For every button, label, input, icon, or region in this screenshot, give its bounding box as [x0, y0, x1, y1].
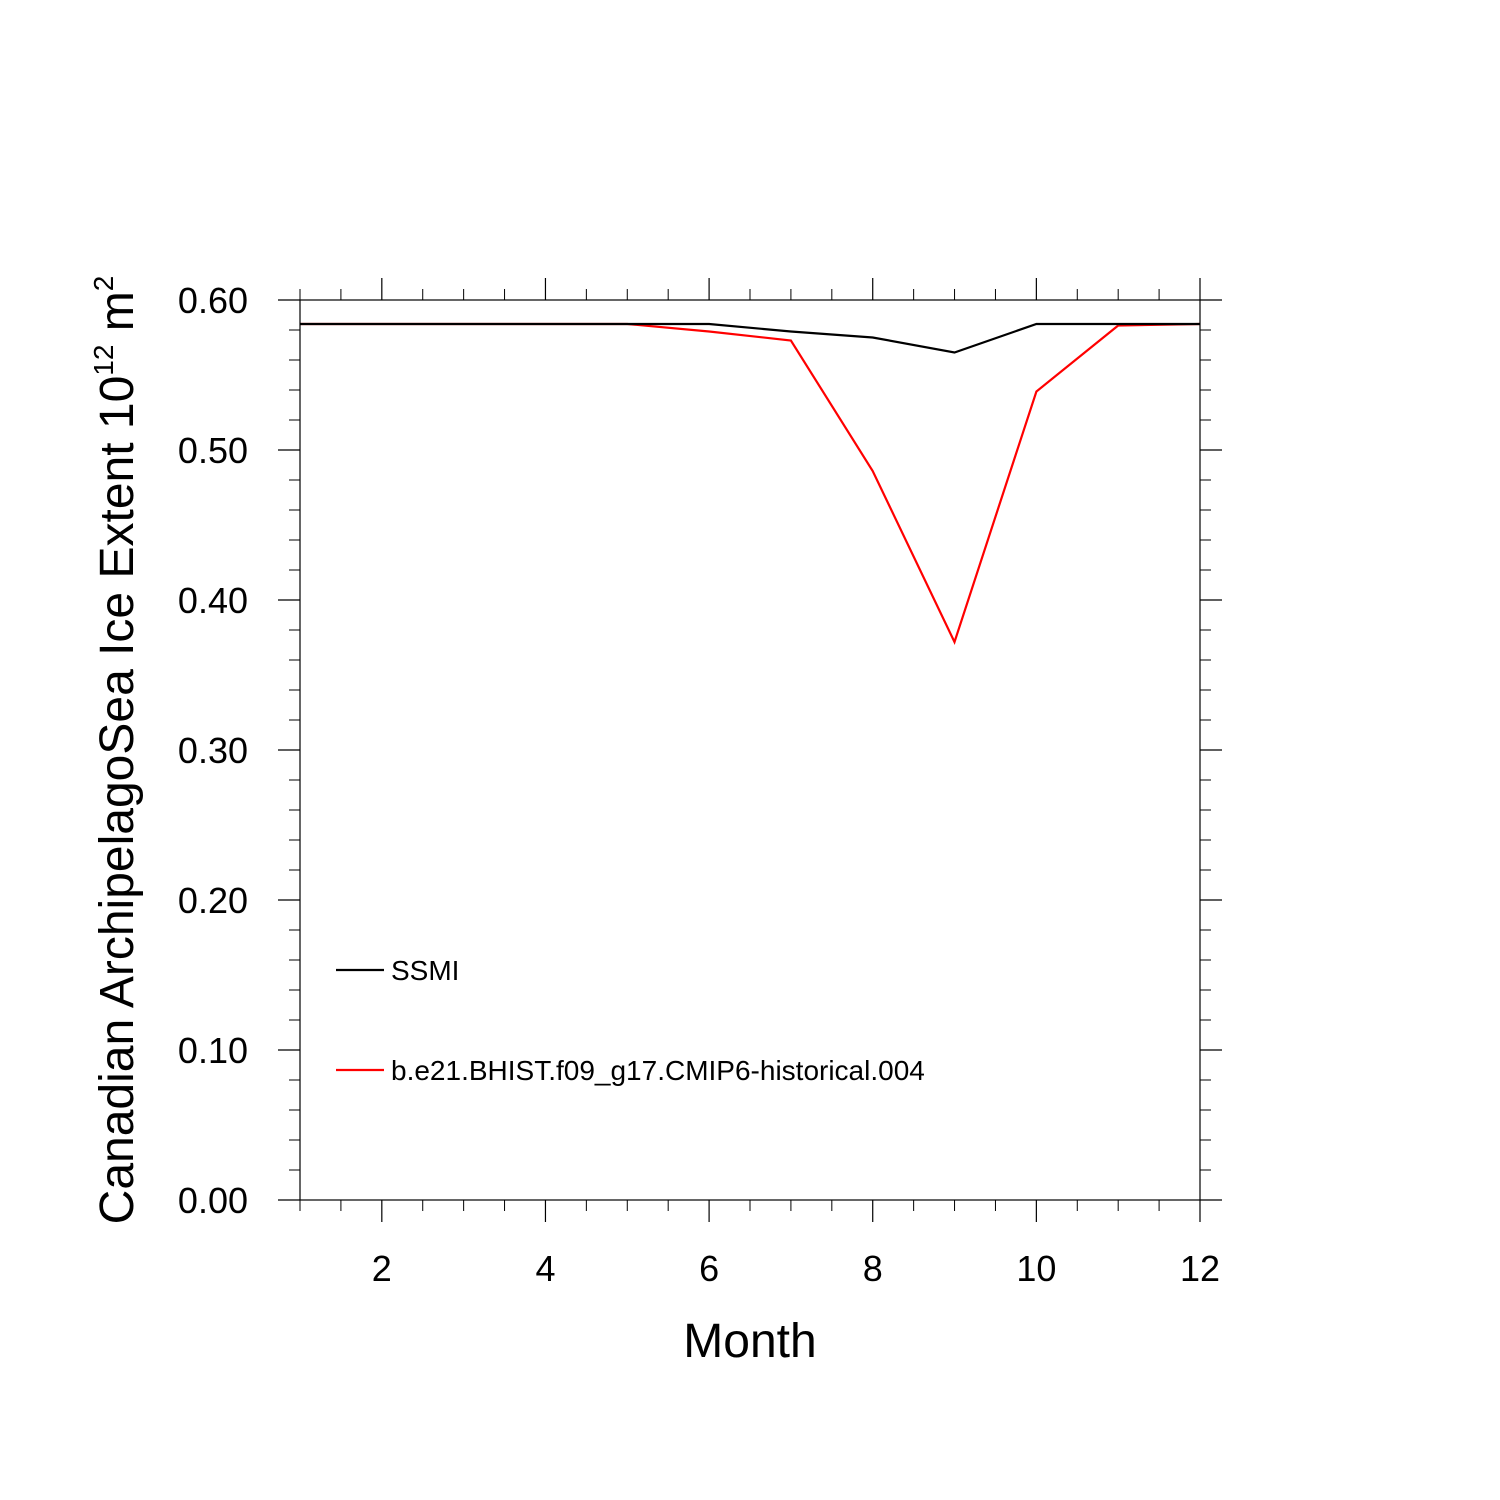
x-tick-label: 2 [372, 1248, 392, 1289]
y-axis-title-unit: m [91, 291, 144, 344]
series-lines [300, 322, 1201, 645]
y-tick-label: 0.40 [178, 580, 248, 621]
y-axis-title-main: Canadian ArchipelagoSea Ice Extent 10 [91, 376, 144, 1225]
tick-labels: 2 4 6 8 10 12 0.00 0.10 0.20 0.30 0.40 0.50 0.60 [178, 280, 1220, 1289]
plot-frame [299, 299, 1201, 1201]
y-tick-label: 0.50 [178, 430, 248, 471]
tick-marks [278, 278, 1222, 1222]
y-tick-label: 0.30 [178, 730, 248, 771]
y-tick-label: 0.60 [178, 280, 248, 321]
y-axis-title-exponent: 12 [88, 345, 119, 376]
x-tick-label: 6 [699, 1248, 719, 1289]
x-tick-label: 4 [535, 1248, 555, 1289]
legend-label: SSMI [391, 955, 459, 986]
legend: SSMI b.e21.BHIST.f09_g17.CMIP6-historical… [336, 955, 925, 1086]
y-axis-title-unit-exponent: 2 [88, 276, 119, 292]
x-axis-title: Month [683, 1315, 816, 1368]
series-line-ssmi [300, 322, 1200, 354]
y-tick-label: 0.00 [178, 1180, 248, 1221]
y-axis-title: Canadian ArchipelagoSea Ice Extent 1012 … [88, 276, 144, 1225]
y-tick-label: 0.10 [178, 1030, 248, 1071]
legend-label: b.e21.BHIST.f09_g17.CMIP6-historical.004 [391, 1055, 925, 1086]
x-tick-label: 10 [1016, 1248, 1056, 1289]
x-tick-label: 12 [1180, 1248, 1220, 1289]
x-tick-label: 8 [863, 1248, 883, 1289]
series-line-model [300, 322, 1201, 645]
y-tick-label: 0.20 [178, 880, 248, 921]
